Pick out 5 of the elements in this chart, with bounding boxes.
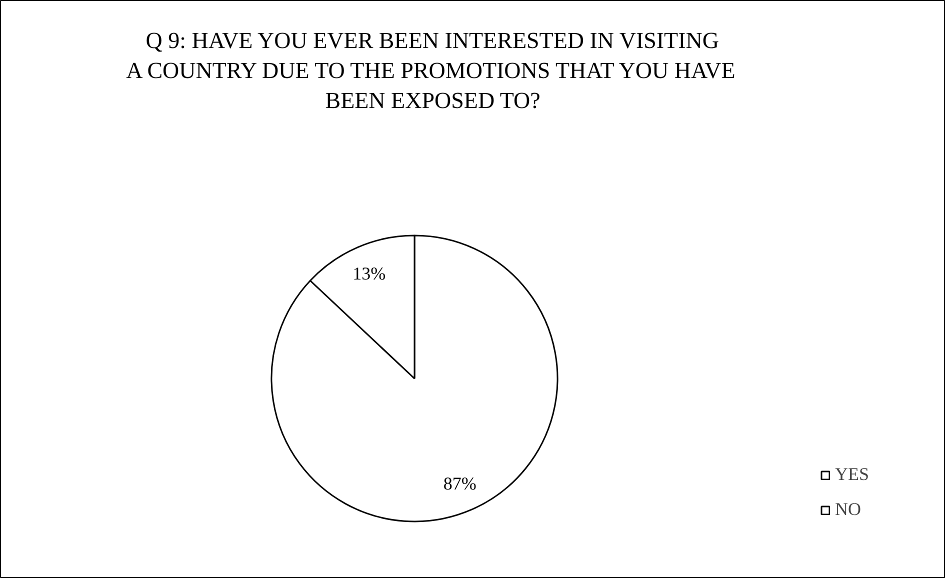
legend-label: YES xyxy=(835,464,870,485)
legend-label: NO xyxy=(835,499,861,520)
data-label: 13% xyxy=(352,264,386,284)
chart-title: Q 9: HAVE YOU EVER BEEN INTERESTED IN VISITING A COUNTRY DUE TO THE PROMOTIONS THAT YOU HAVE BEEN EXPOSED TO? xyxy=(126,28,736,113)
data-label: 87% xyxy=(443,473,476,494)
